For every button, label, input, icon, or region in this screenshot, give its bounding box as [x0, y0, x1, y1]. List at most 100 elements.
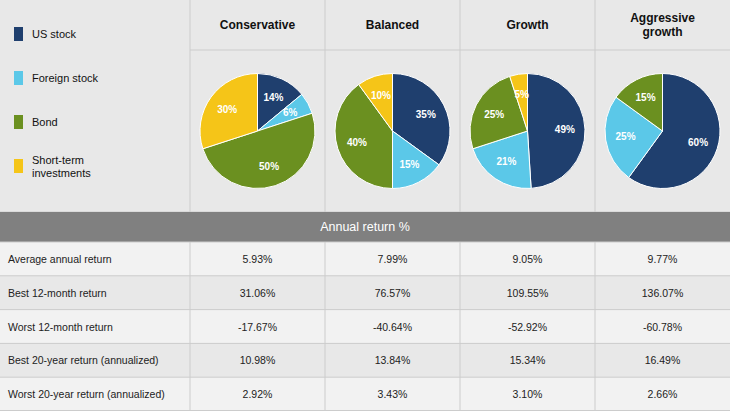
cell-label: 2.66%: [648, 388, 678, 400]
row-label: Worst 12-month return: [8, 321, 113, 333]
cell-label: 3.43%: [378, 388, 408, 400]
data-label: 14%: [263, 92, 283, 103]
table-title: Annual return %: [320, 220, 410, 234]
column-divider: [325, 242, 326, 411]
data-label: 10%: [371, 90, 391, 101]
data-label: 15%: [399, 159, 419, 170]
row-separator: [0, 343, 730, 344]
text-line: Aggressive: [630, 11, 695, 25]
text-line: growth: [643, 25, 683, 39]
data-label: 5%: [514, 89, 529, 100]
text-line: US stock: [32, 28, 77, 40]
row-label: Best 20-year return (annualized): [8, 354, 159, 366]
row-separator: [0, 309, 730, 310]
column-title: Growth: [507, 18, 549, 32]
text-line: Bond: [32, 116, 58, 128]
text-line: investments: [32, 167, 91, 179]
column-divider: [190, 242, 191, 411]
row-separator: [0, 377, 730, 378]
cell-label: 76.57%: [375, 287, 411, 299]
data-label: 6%: [283, 107, 298, 118]
background: [0, 0, 730, 411]
legend-label: US stock: [32, 28, 77, 40]
table-cell: [595, 276, 730, 310]
pie-slice: [393, 131, 440, 189]
text-line: Balanced: [366, 18, 419, 32]
table-cell: [325, 377, 460, 411]
cell-label: 31.06%: [240, 287, 276, 299]
table-header: [0, 212, 730, 242]
legend-swatch: [14, 27, 23, 41]
table-cell: [460, 276, 595, 310]
pie: [470, 74, 585, 189]
pie-slice: [359, 74, 393, 132]
column-divider: [460, 242, 461, 411]
cell-label: 10.98%: [240, 354, 276, 366]
cell-label: 3.10%: [513, 388, 543, 400]
data-label: 49%: [555, 124, 575, 135]
column-divider: [595, 0, 596, 212]
legend-label: Short-terminvestments: [32, 154, 91, 179]
pie: [605, 74, 720, 189]
table-cell: [460, 377, 595, 411]
cell-label: -17.67%: [238, 321, 277, 333]
row-label: Best 12-month return: [8, 287, 107, 299]
cell-label: -52.92%: [508, 321, 547, 333]
legend-label: Foreign stock: [32, 72, 99, 84]
text-line: Growth: [507, 18, 549, 32]
cell-label: -40.64%: [373, 321, 412, 333]
pie-slice: [616, 74, 663, 132]
data-label: 15%: [636, 92, 656, 103]
cell-label: 109.55%: [507, 287, 548, 299]
pie: [335, 74, 450, 189]
table-cell: [325, 343, 460, 377]
table-cell: [325, 276, 460, 310]
row-label-cell: [0, 310, 190, 344]
cell-label: 2.92%: [243, 388, 273, 400]
cell-label: 136.07%: [642, 287, 683, 299]
pie: [200, 74, 315, 189]
column-title: Aggressivegrowth: [630, 11, 695, 39]
column-divider: [325, 0, 326, 212]
chart: Conservative14%6%50%30%Balanced35%15%40%…: [0, 0, 730, 411]
legend-swatch: [14, 71, 23, 85]
row-label-cell: [0, 377, 190, 411]
column-title: Conservative: [220, 18, 296, 32]
row-separator: [0, 242, 730, 243]
row-label: Average annual return: [8, 253, 112, 265]
table-cell: [460, 343, 595, 377]
table-cell: [595, 242, 730, 276]
text-line: Conservative: [220, 18, 296, 32]
table-cell: [325, 310, 460, 344]
row-label-cell: [0, 242, 190, 276]
legend-swatch: [14, 159, 23, 173]
data-label: 60%: [688, 137, 708, 148]
cell-label: 16.49%: [645, 354, 681, 366]
table-cell: [595, 343, 730, 377]
column-divider: [190, 0, 191, 212]
table-cell: [190, 310, 325, 344]
table-cell: [190, 377, 325, 411]
cell-label: 5.93%: [243, 253, 273, 265]
data-label: 21%: [496, 156, 516, 167]
table-cell: [595, 377, 730, 411]
text-line: Short-term: [32, 154, 84, 166]
legend-label: Bond: [32, 116, 58, 128]
cell-label: 15.34%: [510, 354, 546, 366]
table-cell: [460, 310, 595, 344]
pie-slice: [200, 74, 257, 149]
cell-label: -60.78%: [643, 321, 682, 333]
cell-label: 13.84%: [375, 354, 411, 366]
table-cell: [325, 242, 460, 276]
table-bottom-border: [0, 410, 730, 411]
cell-label: 9.05%: [513, 253, 543, 265]
data-label: 40%: [347, 137, 367, 148]
column-divider: [460, 0, 461, 212]
cell-label: 7.99%: [378, 253, 408, 265]
table-cell: [190, 242, 325, 276]
data-label: 25%: [616, 131, 636, 142]
row-label-cell: [0, 276, 190, 310]
pie-slice: [510, 74, 528, 132]
table-cell: [460, 242, 595, 276]
row-label: Worst 20-year return (annualized): [8, 388, 165, 400]
